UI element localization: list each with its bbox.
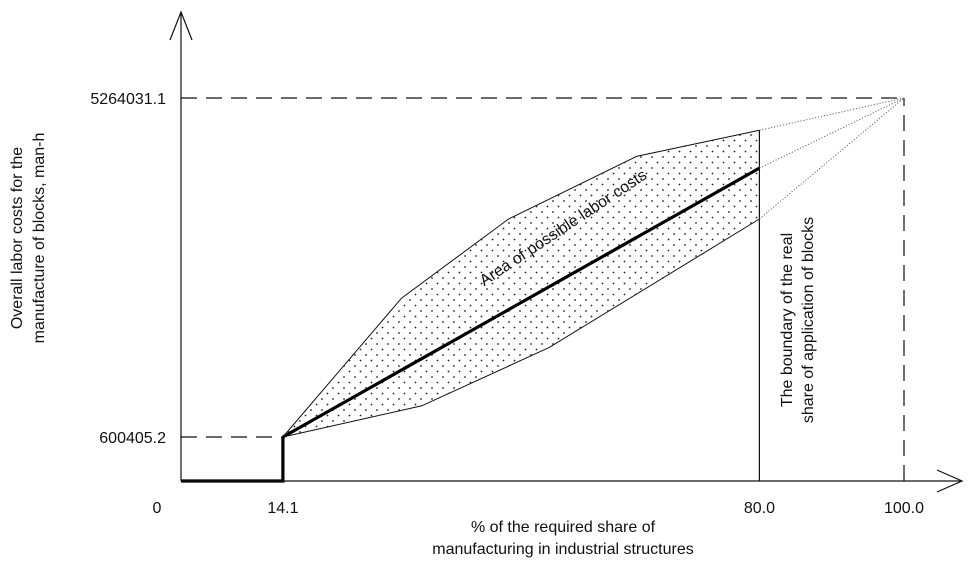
y-axis-title-line-2: manufacture of blocks, man-h bbox=[31, 133, 48, 344]
y-axis-title-line-1: Overall labor costs for the bbox=[9, 147, 26, 329]
series-lines bbox=[181, 97, 905, 483]
series-lower-bound-2 bbox=[282, 218, 760, 438]
series-extrapolation-3 bbox=[759, 97, 905, 131]
reference-lines bbox=[181, 97, 905, 481]
series-extrapolation-4 bbox=[759, 97, 905, 169]
series-extrapolation-5 bbox=[759, 97, 905, 220]
y-tick-label: 600405.2 bbox=[99, 430, 166, 447]
x-tick-label: 14.1 bbox=[267, 500, 298, 517]
x-tick-labels: 0 14.1 80.0 100.0 bbox=[153, 500, 925, 517]
boundary-label-line-2: share of application of blocks bbox=[800, 217, 817, 423]
series-base-segment-6 bbox=[181, 437, 285, 483]
labor-cost-area-region bbox=[282, 130, 760, 438]
y-tick-labels: 600405.2 5264031.1 bbox=[90, 91, 166, 447]
x-tick-label: 100.0 bbox=[884, 500, 924, 517]
x-axis-title-line-1: % of the required share of bbox=[471, 519, 656, 536]
boundary-label-line-1: The boundary of the real bbox=[779, 233, 796, 407]
y-axis-arrow bbox=[169, 10, 193, 41]
series-upper-bound-1 bbox=[282, 129, 760, 438]
x-tick-label: 0 bbox=[153, 500, 162, 517]
x-tick-label: 80.0 bbox=[744, 500, 775, 517]
x-axis-title-line-2: manufacturing in industrial structures bbox=[432, 541, 693, 558]
x-axis-arrow bbox=[936, 469, 964, 493]
series-central-0 bbox=[282, 166, 761, 439]
y-tick-label: 5264031.1 bbox=[90, 91, 166, 108]
